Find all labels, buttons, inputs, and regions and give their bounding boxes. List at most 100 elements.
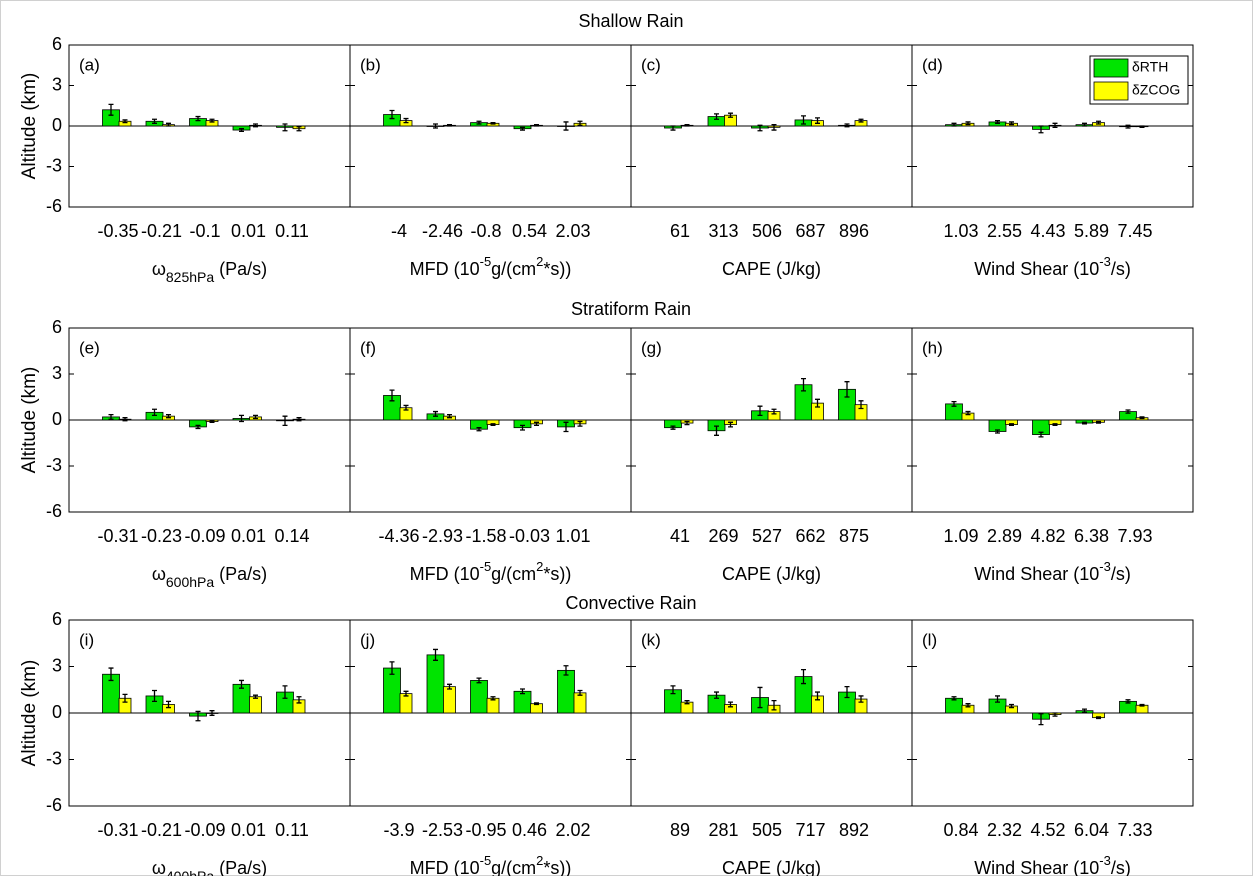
x-axis-label-part: 400hPa <box>166 868 214 876</box>
error-bar <box>195 710 201 722</box>
x-tick-label: 506 <box>752 221 782 241</box>
error-bar <box>577 120 583 126</box>
bar <box>249 696 262 714</box>
x-axis-label-part: g/(cm <box>491 259 536 279</box>
x-tick-label: 4.82 <box>1030 526 1065 546</box>
error-bar <box>490 696 496 701</box>
panel-label: (e) <box>79 338 100 357</box>
error-bar <box>670 685 676 695</box>
x-tick-label: 662 <box>795 526 825 546</box>
y-tick-label: 3 <box>52 74 62 94</box>
x-axis-label-part: Wind Shear (10 <box>974 564 1099 584</box>
error-bar <box>714 691 719 699</box>
y-tick-label: 0 <box>52 702 62 722</box>
error-bar <box>209 118 215 123</box>
panel: 61 313 506 687 896 (c) CAPE (J/kg) <box>630 44 913 279</box>
error-bar <box>296 126 302 132</box>
x-tick-label: 2.02 <box>555 820 590 840</box>
panel-label: (c) <box>641 55 661 74</box>
error-bar <box>534 702 539 706</box>
error-bar <box>296 417 302 422</box>
x-tick-label: -4 <box>391 221 407 241</box>
error-bar <box>728 701 733 708</box>
x-axis-label-part: 600hPa <box>166 574 214 590</box>
x-axis-label-part: CAPE (J/kg) <box>722 259 821 279</box>
error-bar <box>1139 703 1145 707</box>
error-bar <box>152 118 157 124</box>
x-tick-label: 875 <box>839 526 869 546</box>
error-bar <box>844 686 850 699</box>
axes-box <box>911 327 1194 513</box>
error-bar <box>108 103 114 116</box>
error-bar <box>166 700 171 709</box>
error-bar <box>389 389 395 402</box>
error-bar <box>563 421 569 433</box>
error-bar <box>520 688 525 695</box>
x-axis-label-part: (Pa/s) <box>214 564 267 584</box>
error-bar <box>771 408 777 415</box>
x-axis-label-part: Wind Shear (10 <box>974 858 1099 876</box>
panel-label: (j) <box>360 630 375 649</box>
x-tick-label: 89 <box>670 820 690 840</box>
x-axis-label-part: MFD (10 <box>410 259 480 279</box>
error-bar <box>476 120 482 125</box>
x-tick-label: 2.03 <box>555 221 590 241</box>
x-axis-label-part: -5 <box>480 559 492 574</box>
error-bar <box>965 121 971 126</box>
error-bar <box>858 400 864 410</box>
error-bar <box>1052 122 1058 128</box>
error-bar <box>253 414 258 420</box>
x-tick-label: 7.45 <box>1117 221 1152 241</box>
x-axis-label: ω600hPa (Pa/s) <box>152 564 267 590</box>
y-tick-label: -6 <box>46 196 62 216</box>
x-axis-label-part: g/(cm <box>491 858 536 876</box>
x-axis-label-part: (Pa/s) <box>214 858 267 876</box>
x-tick-label: 896 <box>839 221 869 241</box>
error-bar <box>757 405 763 417</box>
bar <box>513 690 532 714</box>
y-tick-label: 3 <box>52 655 62 675</box>
error-bar <box>1082 421 1087 425</box>
error-bar <box>684 124 690 127</box>
error-bar <box>684 699 690 705</box>
x-tick-label: -0.09 <box>184 526 225 546</box>
x-axis-label-part: ω <box>152 259 166 279</box>
x-tick-label: 1.03 <box>943 221 978 241</box>
x-axis-label-part: 2 <box>536 853 543 868</box>
x-axis-label-part: ω <box>152 858 166 876</box>
error-bar <box>1009 703 1014 709</box>
panel: 0.84 2.32 4.52 6.04 7.33 (l) Wind Shear (10-3/… <box>911 619 1194 876</box>
error-bar <box>296 696 302 704</box>
error-bar <box>577 689 583 696</box>
x-axis-label-part: 2 <box>536 559 543 574</box>
x-tick-label: 2.32 <box>987 820 1022 840</box>
y-axis-label: Altitude (km) <box>19 367 40 474</box>
error-bar <box>714 113 719 120</box>
x-tick-label: 717 <box>795 820 825 840</box>
error-bar <box>815 117 820 124</box>
error-bar <box>282 123 288 132</box>
x-tick-label: 0.11 <box>275 820 309 840</box>
x-tick-label: 281 <box>708 820 738 840</box>
error-bar <box>447 413 452 419</box>
x-axis-label-part: 2 <box>536 254 543 269</box>
panel-label: (k) <box>641 630 661 649</box>
error-bar <box>209 420 215 423</box>
x-axis-label-part: MFD (10 <box>410 858 480 876</box>
x-tick-label: -0.95 <box>465 820 506 840</box>
x-tick-label: -0.09 <box>184 820 225 840</box>
x-tick-label: 313 <box>708 221 738 241</box>
x-axis-label: CAPE (J/kg) <box>722 259 821 279</box>
x-axis-label-part: MFD (10 <box>410 564 480 584</box>
error-bar <box>108 667 114 682</box>
error-bar <box>995 119 1000 124</box>
error-bar <box>670 425 676 430</box>
y-tick-label: 0 <box>52 409 62 429</box>
panel: 89 281 505 717 892 (k) CAPE (J/kg) <box>630 619 913 876</box>
x-tick-label: -2.53 <box>422 820 463 840</box>
error-bar <box>1096 716 1101 720</box>
error-bar <box>844 123 850 128</box>
x-tick-label: 6.04 <box>1074 820 1109 840</box>
x-axis-label-part: /s) <box>1111 858 1131 876</box>
